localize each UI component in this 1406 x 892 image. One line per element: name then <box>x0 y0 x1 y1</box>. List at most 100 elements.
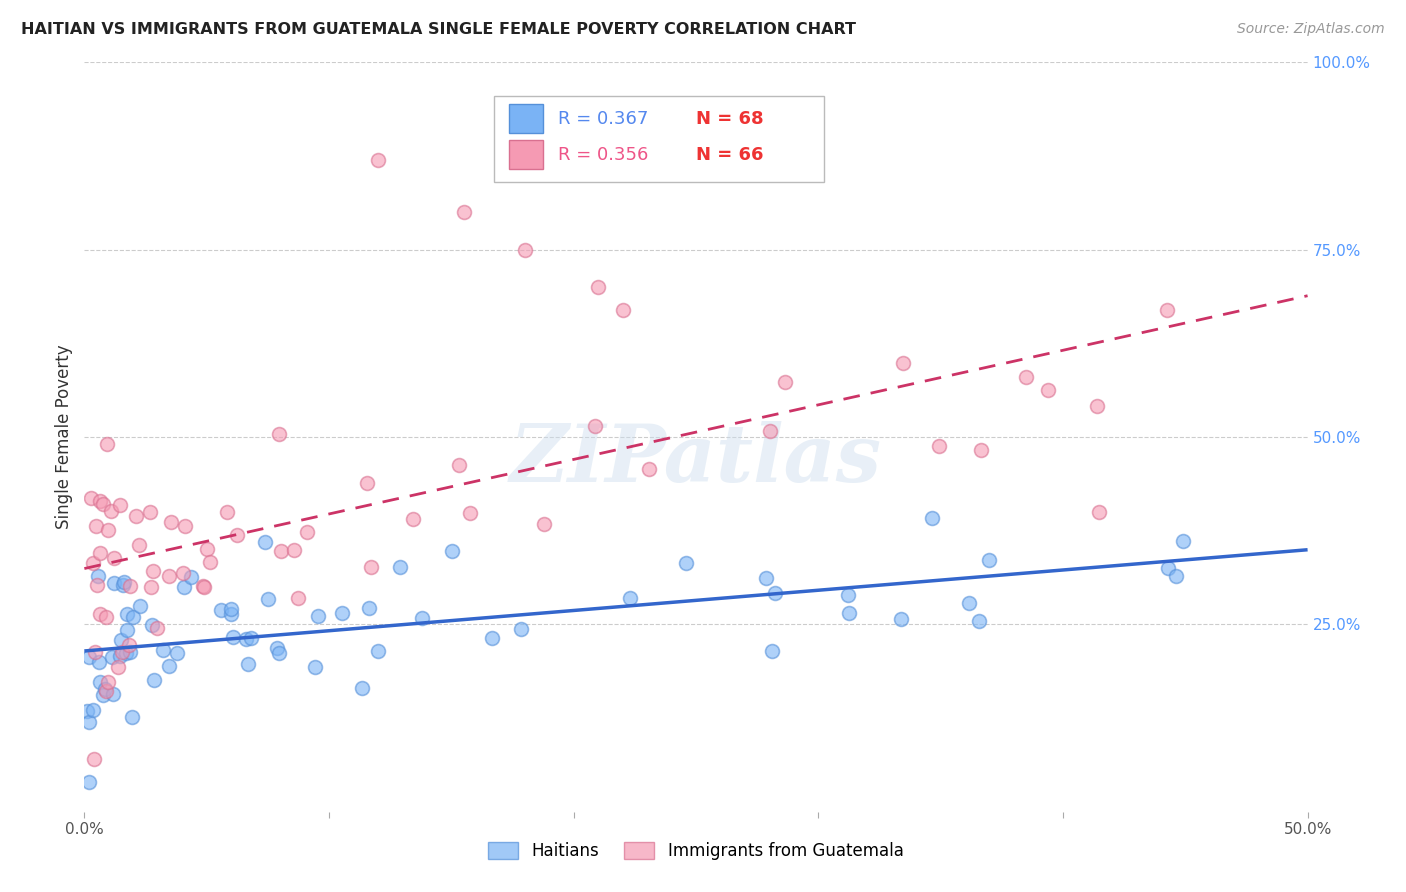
Point <box>755 571 778 585</box>
Point <box>174 519 197 533</box>
Point <box>891 356 914 370</box>
Point <box>240 631 263 645</box>
Point <box>108 649 131 664</box>
Point <box>112 575 135 590</box>
FancyBboxPatch shape <box>494 96 824 182</box>
Point <box>235 632 257 647</box>
Point <box>221 602 243 616</box>
Point <box>287 591 309 605</box>
Text: R = 0.367: R = 0.367 <box>558 110 648 128</box>
Point <box>114 646 136 660</box>
Point <box>969 615 991 629</box>
Point <box>111 645 134 659</box>
Point <box>222 631 245 645</box>
Point <box>638 462 661 476</box>
Point <box>219 607 242 622</box>
Point <box>89 494 111 508</box>
FancyBboxPatch shape <box>509 104 543 133</box>
Point <box>100 504 122 518</box>
Point <box>352 681 374 695</box>
Point <box>838 606 860 620</box>
Point <box>675 556 697 570</box>
Point <box>191 579 214 593</box>
Point <box>209 603 232 617</box>
Point <box>83 752 105 766</box>
Point <box>510 622 533 636</box>
Point <box>93 688 115 702</box>
Point <box>758 424 780 438</box>
Point <box>82 703 104 717</box>
Point <box>173 580 195 594</box>
Point <box>226 528 249 542</box>
Text: HAITIAN VS IMMIGRANTS FROM GUATEMALA SINGLE FEMALE POVERTY CORRELATION CHART: HAITIAN VS IMMIGRANTS FROM GUATEMALA SIN… <box>21 22 856 37</box>
Point <box>332 607 354 621</box>
Point <box>121 710 143 724</box>
Point <box>111 578 134 592</box>
Point <box>1038 383 1060 397</box>
Point <box>270 544 292 558</box>
Point <box>761 644 783 658</box>
Point <box>89 546 111 560</box>
Point <box>101 687 124 701</box>
Point <box>77 650 100 665</box>
Point <box>142 564 165 578</box>
Point <box>198 555 221 569</box>
Point <box>193 580 215 594</box>
Point <box>267 427 290 442</box>
Point <box>103 576 125 591</box>
Point <box>837 587 859 601</box>
Text: N = 68: N = 68 <box>696 110 763 128</box>
Point <box>266 640 288 655</box>
Point <box>157 569 180 583</box>
Point <box>269 646 291 660</box>
Point <box>91 497 114 511</box>
Legend: Haitians, Immigrants from Guatemala: Haitians, Immigrants from Guatemala <box>482 836 910 867</box>
Point <box>89 607 111 621</box>
Point <box>110 498 132 512</box>
Point <box>141 618 163 632</box>
Point <box>103 551 125 566</box>
Point <box>619 591 641 605</box>
Point <box>773 375 796 389</box>
Point <box>76 704 98 718</box>
Point <box>125 508 148 523</box>
Text: ZIPatlas: ZIPatlas <box>510 421 882 499</box>
Point <box>360 560 382 574</box>
Point <box>979 552 1001 566</box>
Point <box>107 660 129 674</box>
Point <box>253 534 276 549</box>
Text: N = 66: N = 66 <box>696 145 763 163</box>
Point <box>411 610 433 624</box>
Point <box>142 673 165 688</box>
Point <box>115 624 138 638</box>
Point <box>152 642 174 657</box>
Point <box>763 586 786 600</box>
FancyBboxPatch shape <box>509 140 543 169</box>
Point <box>304 660 326 674</box>
Point <box>441 544 464 558</box>
Point <box>118 645 141 659</box>
Point <box>84 519 107 533</box>
Point <box>1156 302 1178 317</box>
Point <box>957 596 980 610</box>
Point <box>129 599 152 614</box>
Point <box>447 458 470 472</box>
Point <box>79 491 101 505</box>
Point <box>87 655 110 669</box>
Point <box>458 507 481 521</box>
Point <box>453 205 475 219</box>
Text: R = 0.356: R = 0.356 <box>558 145 648 163</box>
Point <box>1157 561 1180 575</box>
Point <box>120 579 142 593</box>
Point <box>583 419 606 434</box>
Point <box>928 439 950 453</box>
Point <box>1164 569 1187 583</box>
Point <box>367 153 389 167</box>
Point <box>128 538 150 552</box>
Point <box>77 774 100 789</box>
Point <box>388 559 411 574</box>
Point <box>87 569 110 583</box>
Point <box>970 442 993 457</box>
Point <box>586 280 609 294</box>
Point <box>1015 370 1038 384</box>
